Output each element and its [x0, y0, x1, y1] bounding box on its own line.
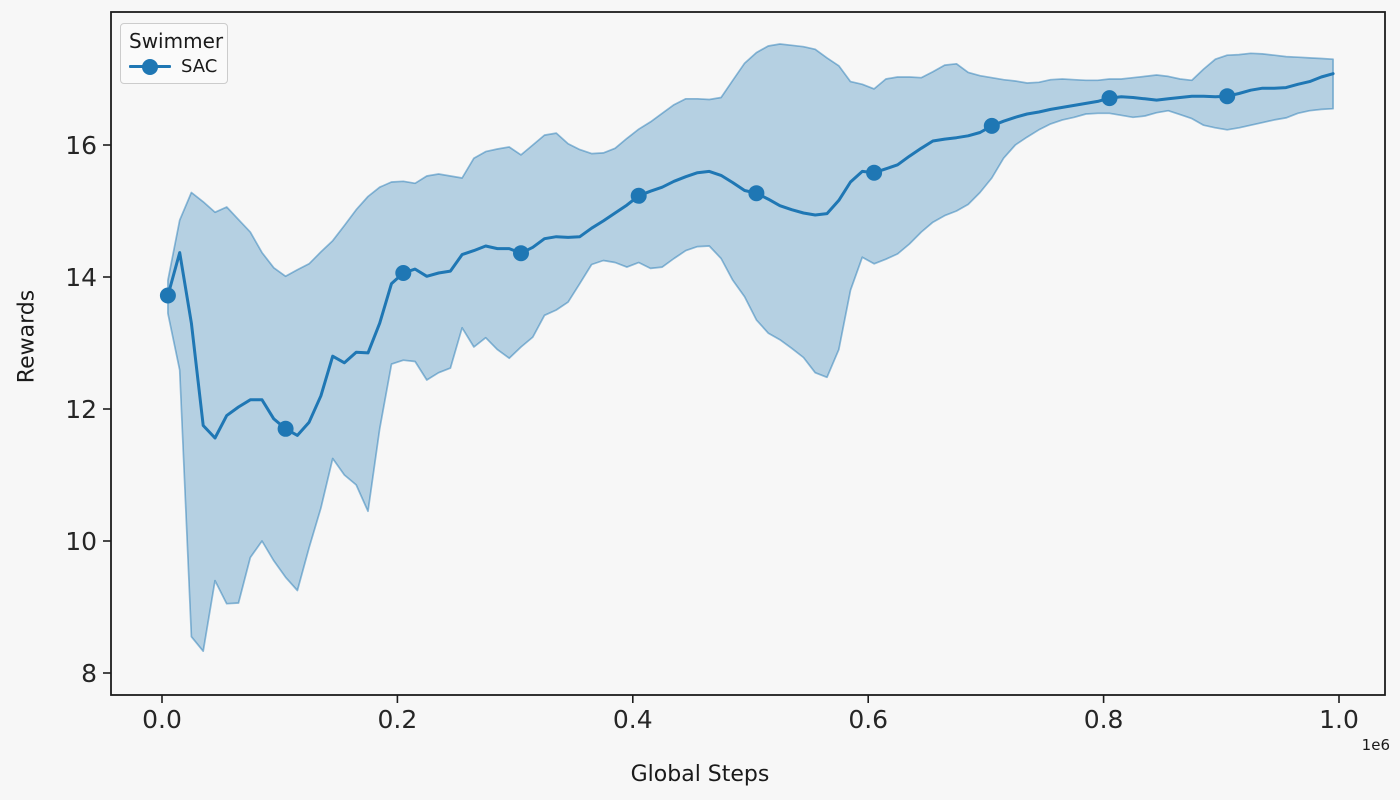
data-point-marker: [748, 185, 765, 202]
data-point-marker: [513, 245, 529, 262]
data-point-marker: [1101, 90, 1118, 107]
data-point-marker: [630, 187, 647, 204]
legend-title: Swimmer: [129, 29, 224, 53]
line-sample-icon: [129, 58, 171, 75]
legend-series-label: SAC: [181, 56, 218, 77]
x-tick-label: 1.0: [1319, 705, 1359, 734]
legend-box: Swimmer SAC: [120, 23, 228, 84]
x-tick-label: 0.4: [613, 705, 653, 734]
data-point-marker: [159, 287, 176, 304]
y-tick-label: 10: [65, 527, 97, 556]
x-axis-label: Global Steps: [630, 762, 770, 787]
axes-spines: [110, 11, 1386, 696]
x-tick-label: 0.0: [142, 705, 182, 734]
y-axis-label: Rewards: [14, 289, 40, 384]
y-tick-label: 16: [65, 131, 97, 160]
x-tick-label: 0.8: [1084, 705, 1124, 734]
data-point-marker: [277, 420, 294, 437]
y-tick-label: 8: [81, 659, 97, 688]
y-tick-label: 14: [65, 263, 97, 292]
legend-entry-sac: SAC: [129, 56, 219, 77]
circle-marker-icon: [142, 58, 158, 75]
data-point-marker: [1219, 88, 1236, 105]
data-point-marker: [866, 164, 883, 181]
x-tick-label: 0.6: [848, 705, 888, 734]
data-point-marker: [983, 117, 1000, 134]
y-tick-label: 12: [65, 395, 97, 424]
x-axis-offset-text: 1e6: [1361, 736, 1390, 754]
confidence-band: [167, 43, 1334, 653]
x-tick-label: 0.2: [378, 705, 418, 734]
data-point-marker: [395, 265, 412, 281]
